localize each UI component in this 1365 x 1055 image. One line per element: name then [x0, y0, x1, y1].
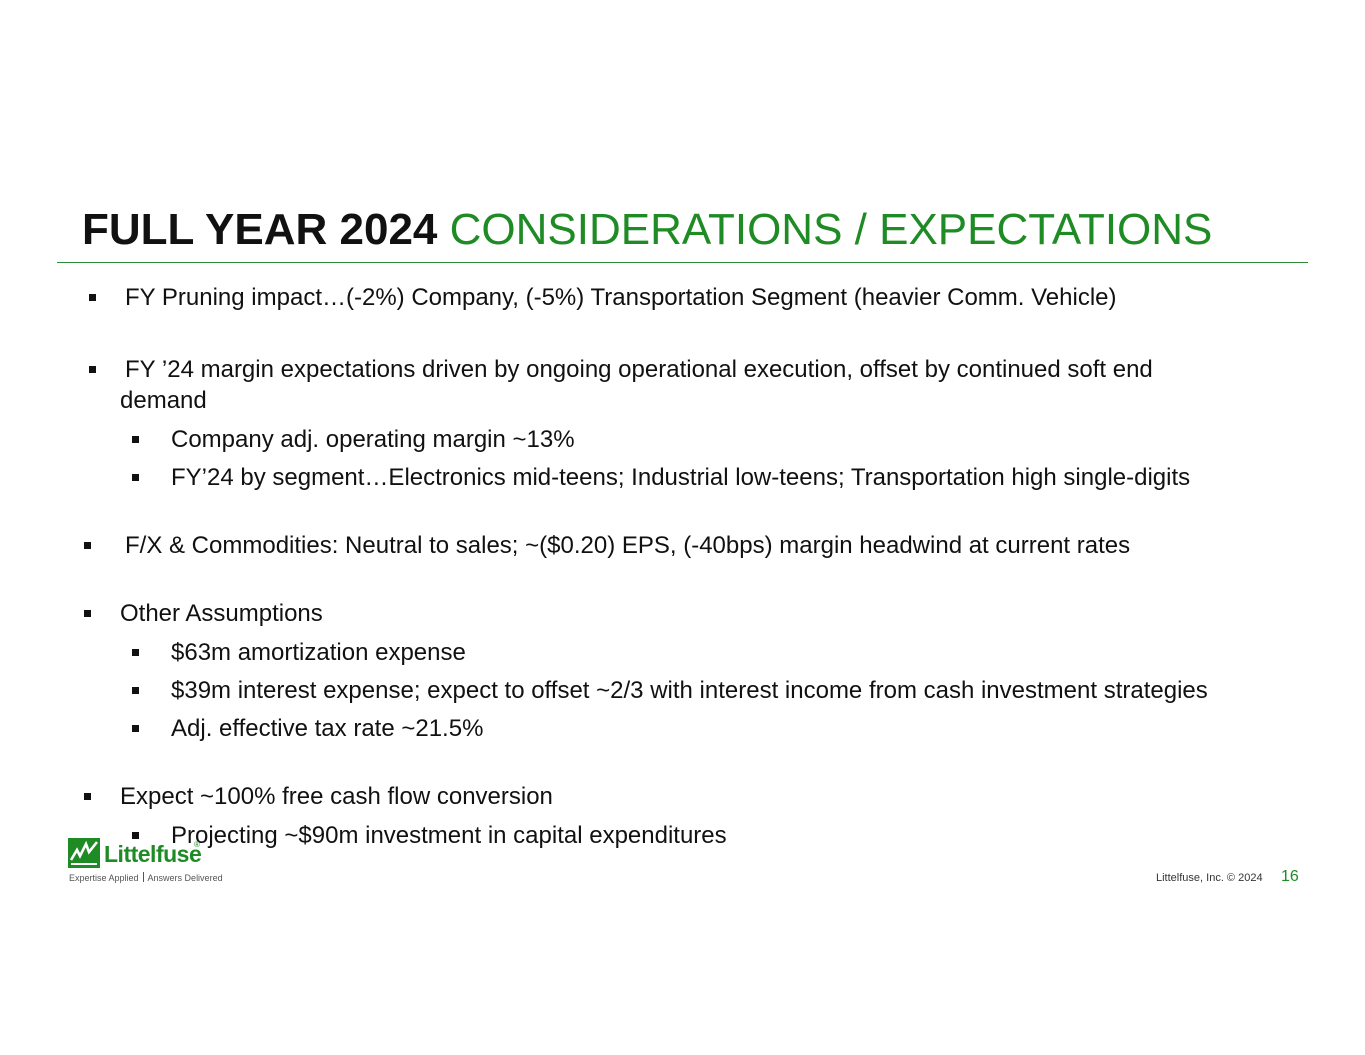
bullet-text: FY’24 by segment…Electronics mid-teens; … — [171, 464, 1191, 491]
bullet-square-icon — [84, 542, 91, 549]
bullet-square-icon — [132, 474, 139, 481]
bullet-pruning: FY Pruning impact…(-2%) Company, (-5%) T… — [89, 282, 1117, 313]
slide-title: FULL YEAR 2024 CONSIDERATIONS / EXPECTAT… — [82, 203, 1212, 257]
tagline-left: Expertise Applied — [69, 873, 139, 883]
bullet-text: FY ’24 margin expectations driven by ong… — [125, 356, 1153, 383]
bullet-fx: F/X & Commodities: Neutral to sales; ~($… — [84, 530, 1131, 561]
logo-registered-mark: ® — [194, 840, 200, 849]
footer-copyright: Littelfuse, Inc. © 2024 — [1156, 872, 1263, 884]
bullet-text: demand — [120, 387, 207, 414]
slide-title-green: CONSIDERATIONS / EXPECTATIONS — [449, 205, 1213, 254]
bullet-text: FY Pruning impact…(-2%) Company, (-5%) T… — [125, 284, 1117, 311]
bullet-text: $39m interest expense; expect to offset … — [171, 677, 1208, 704]
bullet-text: F/X & Commodities: Neutral to sales; ~($… — [125, 532, 1131, 559]
bullet-text: Other Assumptions — [120, 600, 323, 627]
page-number: 16 — [1281, 868, 1299, 885]
sub-bullet-interest: $39m interest expense; expect to offset … — [132, 675, 1208, 706]
sub-bullet-amortization: $63m amortization expense — [132, 637, 466, 668]
sub-bullet-segment-margin: FY’24 by segment…Electronics mid-teens; … — [132, 462, 1191, 493]
bullet-margin: FY ’24 margin expectations driven by ong… — [89, 354, 1153, 385]
bullet-square-icon — [132, 436, 139, 443]
bullet-text: Adj. effective tax rate ~21.5% — [171, 715, 484, 742]
bullet-free-cash-flow: Expect ~100% free cash flow conversion — [84, 781, 553, 812]
bullet-text: Company adj. operating margin ~13% — [171, 426, 575, 453]
slide-title-bold: FULL YEAR 2024 — [82, 205, 438, 254]
bullet-other-assumptions: Other Assumptions — [84, 598, 323, 629]
bullet-square-icon — [89, 294, 96, 301]
bullet-square-icon — [84, 610, 91, 617]
bullet-square-icon — [89, 366, 96, 373]
sub-bullet-capex: Projecting ~$90m investment in capital e… — [132, 820, 727, 851]
bullet-text: Projecting ~$90m investment in capital e… — [171, 822, 727, 849]
tagline-separator — [142, 872, 144, 882]
title-divider — [57, 262, 1308, 263]
bullet-margin-continued: demand — [120, 385, 207, 416]
littelfuse-logo: Littelfuse ® Expertise Applied Answers De… — [68, 838, 228, 886]
bullet-square-icon — [132, 687, 139, 694]
littelfuse-mark-icon — [68, 838, 100, 868]
sub-bullet-tax-rate: Adj. effective tax rate ~21.5% — [132, 713, 484, 744]
bullet-square-icon — [84, 793, 91, 800]
logo-wordmark: Littelfuse — [104, 841, 202, 867]
tagline-right: Answers Delivered — [147, 873, 223, 883]
bullet-square-icon — [132, 725, 139, 732]
sub-bullet-company-margin: Company adj. operating margin ~13% — [132, 424, 575, 455]
logo-tagline: Expertise Applied Answers Delivered — [69, 872, 223, 884]
bullet-text: Expect ~100% free cash flow conversion — [120, 783, 553, 810]
bullet-square-icon — [132, 649, 139, 656]
bullet-text: $63m amortization expense — [171, 639, 466, 666]
bullet-square-icon — [132, 832, 139, 839]
